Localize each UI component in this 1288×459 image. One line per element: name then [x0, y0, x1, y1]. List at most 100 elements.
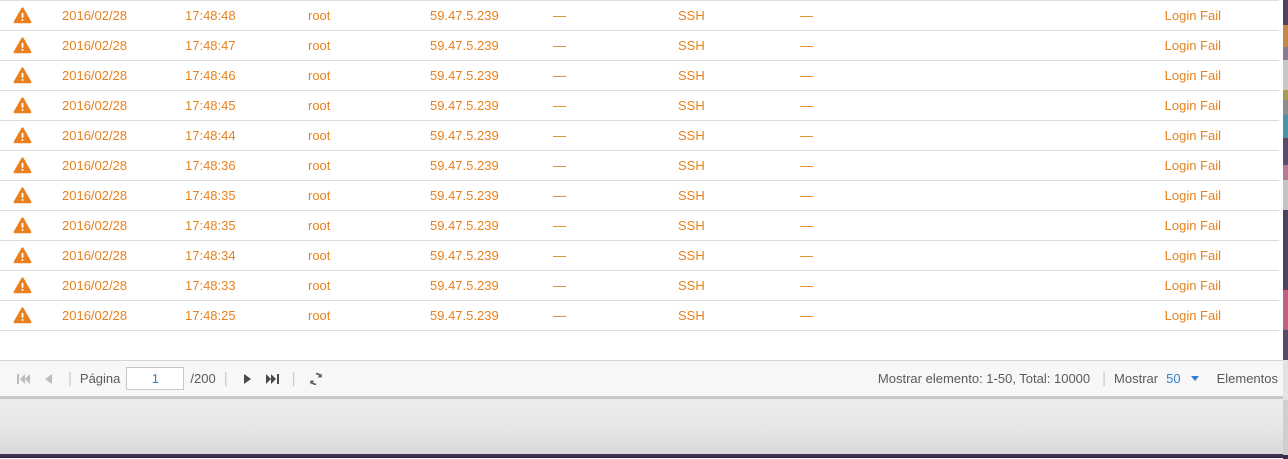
row-dash-1: —	[553, 278, 566, 293]
row-dash-1: —	[553, 8, 566, 23]
row-date: 2016/02/28	[62, 68, 128, 83]
page-number-input[interactable]	[126, 367, 185, 390]
row-ip: 59.47.5.239	[430, 248, 499, 263]
table-row[interactable]: 2016/02/28 17:48:33 root 59.47.5.239 — S…	[0, 271, 1279, 301]
row-time: 17:48:35	[185, 218, 236, 233]
chevron-left-icon	[45, 373, 52, 384]
row-status-cell	[0, 127, 62, 144]
row-dash-2: —	[800, 38, 813, 53]
row-event: Login Fail	[1164, 278, 1221, 293]
warning-icon	[13, 97, 32, 114]
skip-to-first-icon	[17, 373, 30, 384]
row-date: 2016/02/28	[62, 218, 128, 233]
row-date: 2016/02/28	[62, 188, 128, 203]
warning-icon	[13, 37, 32, 54]
separator: |	[1102, 370, 1107, 387]
row-event: Login Fail	[1164, 158, 1221, 173]
table-row[interactable]: 2016/02/28 17:48:48 root 59.47.5.239 — S…	[0, 1, 1279, 31]
warning-icon	[13, 157, 32, 174]
row-time: 17:48:25	[185, 308, 236, 323]
row-dash-2: —	[800, 8, 813, 23]
last-page-button[interactable]	[260, 367, 284, 391]
row-dash-2: —	[800, 278, 813, 293]
refresh-icon	[309, 372, 322, 385]
row-status-cell	[0, 307, 62, 324]
row-service: SSH	[678, 158, 705, 173]
table-row[interactable]: 2016/02/28 17:48:46 root 59.47.5.239 — S…	[0, 61, 1279, 91]
page-size-dropdown[interactable]: 50	[1158, 369, 1206, 388]
row-service: SSH	[678, 8, 705, 23]
row-date: 2016/02/28	[62, 158, 128, 173]
row-dash-1: —	[553, 248, 566, 263]
row-event: Login Fail	[1164, 8, 1221, 23]
row-date: 2016/02/28	[62, 248, 128, 263]
warning-icon	[13, 247, 32, 264]
separator: |	[223, 370, 228, 387]
row-service: SSH	[678, 38, 705, 53]
row-dash-2: —	[800, 128, 813, 143]
row-dash-2: —	[800, 308, 813, 323]
row-event: Login Fail	[1164, 308, 1221, 323]
table-row[interactable]: 2016/02/28 17:48:35 root 59.47.5.239 — S…	[0, 211, 1279, 241]
screen-edge-sliver	[1283, 0, 1288, 459]
next-page-button[interactable]	[236, 367, 260, 391]
prev-page-button[interactable]	[36, 367, 60, 391]
row-ip: 59.47.5.239	[430, 128, 499, 143]
page-label: Página	[79, 371, 121, 386]
table-row[interactable]: 2016/02/28 17:48:25 root 59.47.5.239 — S…	[0, 301, 1279, 331]
separator: |	[68, 370, 72, 387]
row-ip: 59.47.5.239	[430, 188, 499, 203]
row-dash-2: —	[800, 218, 813, 233]
separator: |	[291, 370, 296, 387]
items-range-status: Mostrar elemento: 1-50, Total: 10000	[877, 371, 1091, 386]
row-status-cell	[0, 217, 62, 234]
row-date: 2016/02/28	[62, 98, 128, 113]
log-table-body: 2016/02/28 17:48:48 root 59.47.5.239 — S…	[0, 0, 1279, 331]
row-date: 2016/02/28	[62, 128, 128, 143]
row-user: root	[308, 308, 331, 323]
row-time: 17:48:46	[185, 68, 236, 83]
table-row[interactable]: 2016/02/28 17:48:36 root 59.47.5.239 — S…	[0, 151, 1279, 181]
row-user: root	[308, 98, 331, 113]
row-dash-1: —	[553, 188, 566, 203]
row-time: 17:48:47	[185, 38, 236, 53]
row-event: Login Fail	[1164, 128, 1221, 143]
row-time: 17:48:33	[185, 278, 236, 293]
row-time: 17:48:44	[185, 128, 236, 143]
row-dash-1: —	[553, 128, 566, 143]
bottom-purple-divider	[0, 454, 1288, 458]
row-status-cell	[0, 67, 62, 84]
row-ip: 59.47.5.239	[430, 8, 499, 23]
refresh-button[interactable]	[304, 367, 328, 391]
row-ip: 59.47.5.239	[430, 308, 499, 323]
row-event: Login Fail	[1164, 98, 1221, 113]
pagination-bar: | Página /200 | |	[0, 360, 1288, 399]
total-pages-label: /200	[190, 371, 216, 386]
row-status-cell	[0, 277, 62, 294]
row-time: 17:48:36	[185, 158, 236, 173]
row-dash-1: —	[553, 218, 566, 233]
row-user: root	[308, 278, 331, 293]
warning-icon	[13, 187, 32, 204]
table-row[interactable]: 2016/02/28 17:48:47 root 59.47.5.239 — S…	[0, 31, 1279, 61]
first-page-button[interactable]	[12, 367, 36, 391]
row-service: SSH	[678, 98, 705, 113]
row-dash-2: —	[800, 188, 813, 203]
row-ip: 59.47.5.239	[430, 218, 499, 233]
row-user: root	[308, 188, 331, 203]
row-user: root	[308, 8, 331, 23]
row-time: 17:48:34	[185, 248, 236, 263]
table-row[interactable]: 2016/02/28 17:48:34 root 59.47.5.239 — S…	[0, 241, 1279, 271]
chevron-right-icon	[243, 373, 251, 384]
row-dash-1: —	[553, 158, 566, 173]
warning-icon	[13, 307, 32, 324]
row-dash-2: —	[800, 158, 813, 173]
table-row[interactable]: 2016/02/28 17:48:35 root 59.47.5.239 — S…	[0, 181, 1279, 211]
table-row[interactable]: 2016/02/28 17:48:45 root 59.47.5.239 — S…	[0, 91, 1279, 121]
table-row[interactable]: 2016/02/28 17:48:44 root 59.47.5.239 — S…	[0, 121, 1279, 151]
row-event: Login Fail	[1164, 218, 1221, 233]
row-status-cell	[0, 187, 62, 204]
row-service: SSH	[678, 218, 705, 233]
row-user: root	[308, 158, 331, 173]
row-event: Login Fail	[1164, 68, 1221, 83]
